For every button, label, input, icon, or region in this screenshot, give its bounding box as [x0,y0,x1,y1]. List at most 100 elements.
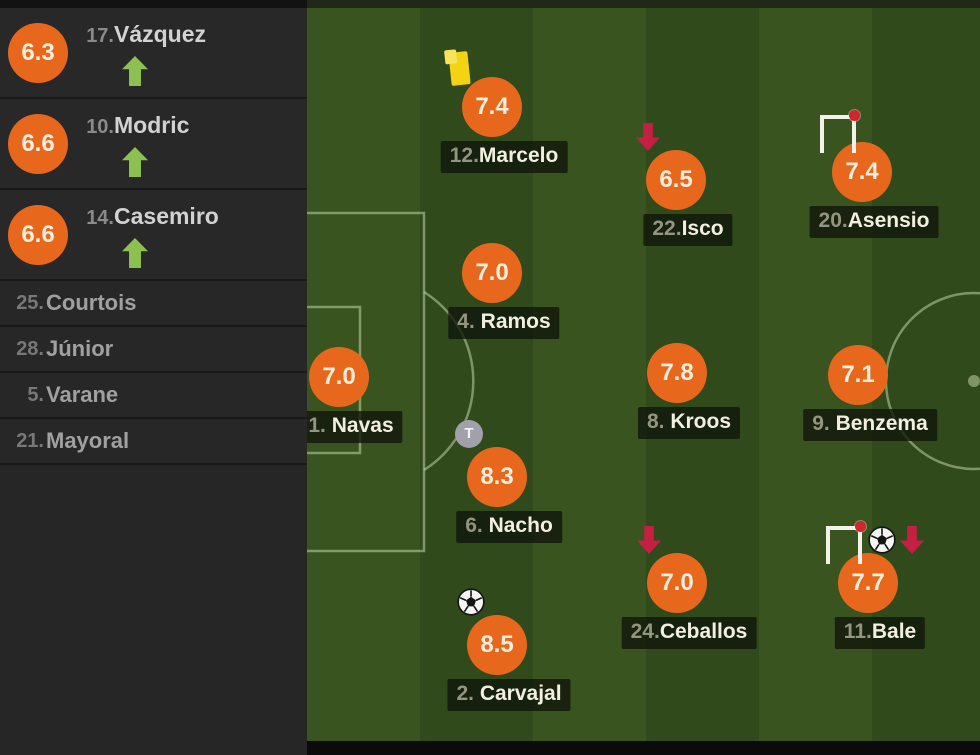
player-status-icons [448,50,471,86]
top-bar [0,0,980,8]
substitute-name: 17.Vázquez [78,21,206,48]
player-rating-badge[interactable]: 7.0 [462,243,522,303]
player-status-icons [826,521,926,564]
player-kroos[interactable]: 7.8 8. Kroos [637,343,741,440]
bench-row[interactable]: 21. Mayoral [0,419,307,465]
player-name: Benzema [835,412,928,435]
player-bale[interactable]: 7.7 11.Bale [826,521,926,650]
player-number: 2. [456,682,480,705]
player-label: 22.Isco [643,214,733,247]
player-number: 21. [16,429,44,452]
substitute-info: 14.Casemiro [78,201,219,268]
substituted-off-icon [900,526,924,554]
player-number: 22. [652,217,682,240]
player-ramos[interactable]: 7.0 4. Ramos [448,243,560,340]
player-label: 24.Ceballos [621,617,757,650]
player-navas[interactable]: 7.0 1. Navas [307,347,403,444]
substitute-row[interactable]: 6.6 14.Casemiro [0,190,307,281]
player-rating-badge[interactable]: 8.3 [467,447,527,507]
rating-up-icon [122,147,148,177]
player-name: Casemiro [114,203,219,229]
player-rating-badge[interactable]: 7.4 [462,77,522,137]
substitute-row[interactable]: 6.3 17.Vázquez [0,8,307,99]
assist-icon [820,110,860,153]
player-label: 8. Kroos [637,407,741,440]
player-number: 24. [630,620,660,643]
player-status-icons: T [455,420,483,448]
player-status-icons [635,526,663,554]
player-rating-badge[interactable]: 7.0 [309,347,369,407]
bench-list: 25. Courtois 28. Júnior 5. Varane 21. Mayoral [0,281,307,465]
sidebar-filler [0,465,307,755]
player-name: Varane [46,382,119,407]
player-name: Nacho [488,514,553,537]
player-name: Bale [871,620,917,643]
player-number: 28. [16,337,44,360]
player-rating-badge: 6.3 [8,22,68,83]
player-number: 5. [27,383,44,406]
player-carvajal[interactable]: 8.5 2. Carvajal [447,588,571,712]
t-badge-icon: T [455,420,483,448]
player-name: Mayoral [46,428,130,453]
player-label: 12.Marcelo [440,141,568,174]
player-asensio[interactable]: 7.4 20.Asensio [809,110,939,239]
rating-up-icon [122,238,148,268]
substitutes-sidebar: 6.3 17.Vázquez 6.6 10.Modric 6.6 14.Casemiro … [0,8,307,755]
player-number: 17. [86,25,114,47]
player-label: 6. Nacho [456,511,562,544]
substitute-row[interactable]: 6.6 10.Modric [0,99,307,190]
player-rating-badge[interactable]: 6.5 [646,150,706,210]
penalty-box-line [307,211,426,553]
player-rating-badge[interactable]: 7.8 [647,343,707,403]
substitute-name: 10.Modric [78,112,189,139]
player-label: 20.Asensio [809,206,939,239]
player-isco[interactable]: 6.5 22.Isco [636,123,733,247]
player-rating-badge[interactable]: 7.1 [828,345,888,405]
assist-ball-dot [849,110,860,121]
player-status-icons [455,588,487,616]
substitutes-list: 6.3 17.Vázquez 6.6 10.Modric 6.6 14.Casemiro [0,8,307,281]
substituted-off-icon [637,526,661,554]
player-name: Courtois [46,290,137,315]
player-name: Isco [681,217,724,240]
player-rating-badge[interactable]: 7.0 [647,553,707,613]
player-label: 11.Bale [834,617,926,650]
player-rating-badge[interactable]: 8.5 [467,615,527,675]
player-name: Asensio [847,209,930,232]
bench-row[interactable]: 25. Courtois [0,281,307,327]
player-rating-badge: 6.6 [8,204,68,265]
player-ceballos[interactable]: 7.0 24.Ceballos [621,526,757,650]
player-number: 11. [843,620,872,643]
player-name: Navas [331,414,394,437]
center-circle-line [884,291,980,471]
player-name: Júnior [46,336,114,361]
center-spot [968,375,980,387]
goal-icon [868,526,896,554]
player-marcelo[interactable]: 7.4 12.Marcelo [440,51,568,174]
assist-icon [826,521,866,564]
substitute-info: 10.Modric [78,110,189,177]
bottom-bar [307,741,980,755]
player-number: 8. [646,410,671,433]
player-label: 4. Ramos [448,307,560,340]
pitch: 7.0 1. Navas 7.4 12.Marcelo 7.0 4. Ramos T 8.3 6… [307,8,980,755]
player-label: 9. Benzema [803,409,937,442]
player-name: Ceballos [659,620,748,643]
player-label: 2. Carvajal [447,679,571,712]
player-label: 1. Navas [307,411,403,444]
player-name: Ramos [480,310,551,333]
player-rating-badge[interactable]: 7.4 [832,142,892,202]
player-status-icons [820,110,860,153]
goal-icon [457,588,485,616]
player-nacho[interactable]: T 8.3 6. Nacho [455,420,562,544]
penalty-arc-line [423,290,475,472]
bench-row[interactable]: 5. Varane [0,373,307,419]
player-name: Modric [114,112,190,138]
player-number: 10. [86,116,114,138]
player-benzema[interactable]: 7.1 9. Benzema [803,345,937,442]
player-rating-badge[interactable]: 7.7 [838,553,898,613]
bench-row[interactable]: 28. Júnior [0,327,307,373]
player-name: Vázquez [114,21,207,47]
substituted-off-icon [636,123,660,151]
player-number: 20. [818,209,848,232]
